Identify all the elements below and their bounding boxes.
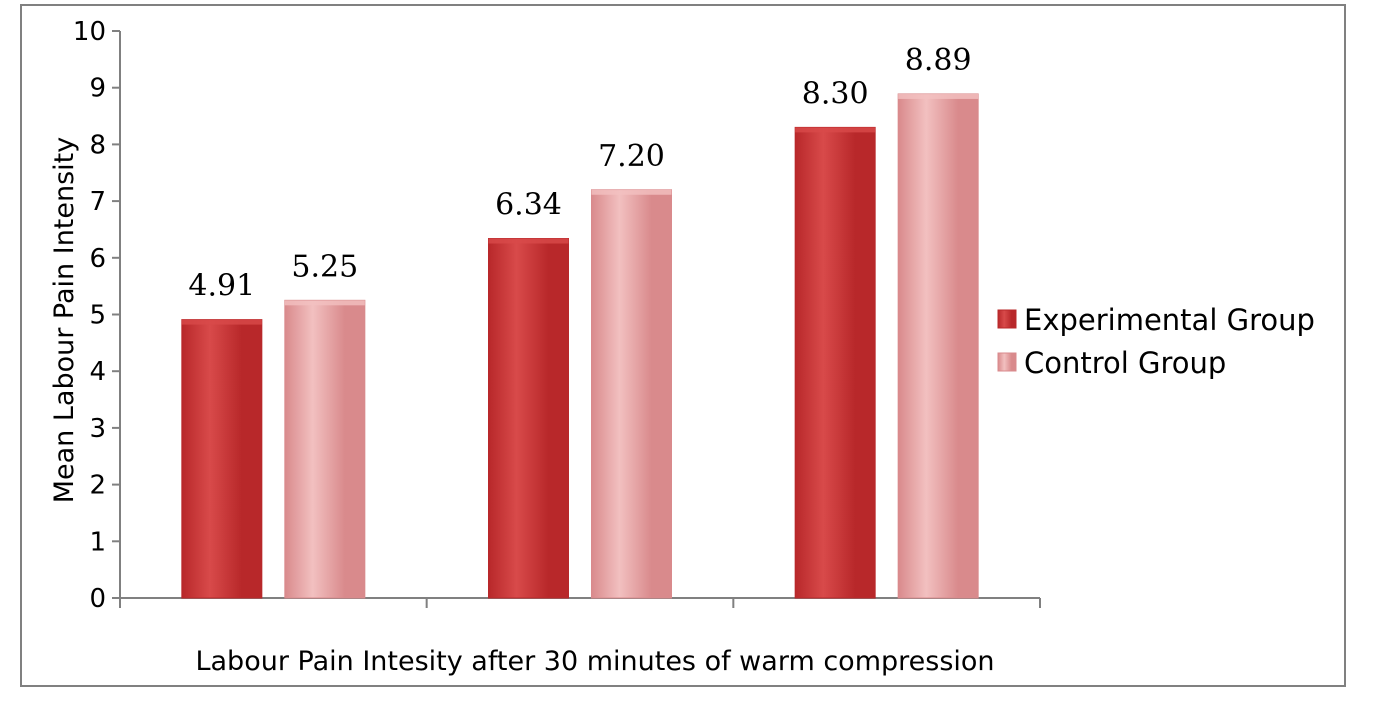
legend-label: Control Group <box>1024 346 1226 380</box>
bar-cap <box>181 319 262 325</box>
bars <box>181 93 979 599</box>
legend-swatch <box>997 309 1017 329</box>
y-tick-label: 1 <box>89 527 106 557</box>
bar-cap <box>488 238 569 244</box>
bar-experimental-2 <box>488 238 569 599</box>
bar-cap <box>591 189 672 195</box>
data-label: 4.91 <box>188 269 255 304</box>
bar-cap <box>795 127 876 133</box>
y-tick-label: 8 <box>89 130 106 160</box>
data-labels: 4.91 5.25 6.34 7.20 8.30 8.89 <box>188 43 971 304</box>
bar-control-3 <box>897 93 979 599</box>
y-axis: 0 1 2 3 4 5 6 7 8 9 10 <box>73 17 121 614</box>
y-tick-label: 0 <box>89 584 106 614</box>
data-label: 5.25 <box>291 249 358 284</box>
y-tick-label: 9 <box>89 74 106 104</box>
y-tick-label: 4 <box>89 357 106 387</box>
y-tick-label: 3 <box>89 414 106 444</box>
bar-cap <box>284 300 365 306</box>
bar-control-2 <box>591 189 672 599</box>
x-axis-title: Labour Pain Intesity after 30 minutes of… <box>195 646 994 677</box>
legend: Experimental Group Control Group <box>997 303 1315 380</box>
data-label: 8.89 <box>905 43 972 78</box>
bar-cap <box>898 93 979 99</box>
data-label: 6.34 <box>495 188 562 223</box>
y-tick-label: 5 <box>89 301 106 331</box>
y-tick-label: 10 <box>73 17 106 47</box>
data-label: 7.20 <box>598 139 665 174</box>
bar-control-1 <box>284 299 366 599</box>
legend-label: Experimental Group <box>1024 303 1315 337</box>
bar-experimental-3 <box>794 126 876 599</box>
bar-experimental-1 <box>181 319 263 599</box>
y-tick-label: 2 <box>89 471 106 501</box>
y-axis-title: Mean Labour Pain Intensity <box>49 137 80 504</box>
y-tick-label: 6 <box>89 244 106 274</box>
y-tick-label: 7 <box>89 187 106 217</box>
data-label: 8.30 <box>802 76 869 111</box>
x-axis <box>119 597 1041 608</box>
legend-swatch <box>997 352 1017 372</box>
